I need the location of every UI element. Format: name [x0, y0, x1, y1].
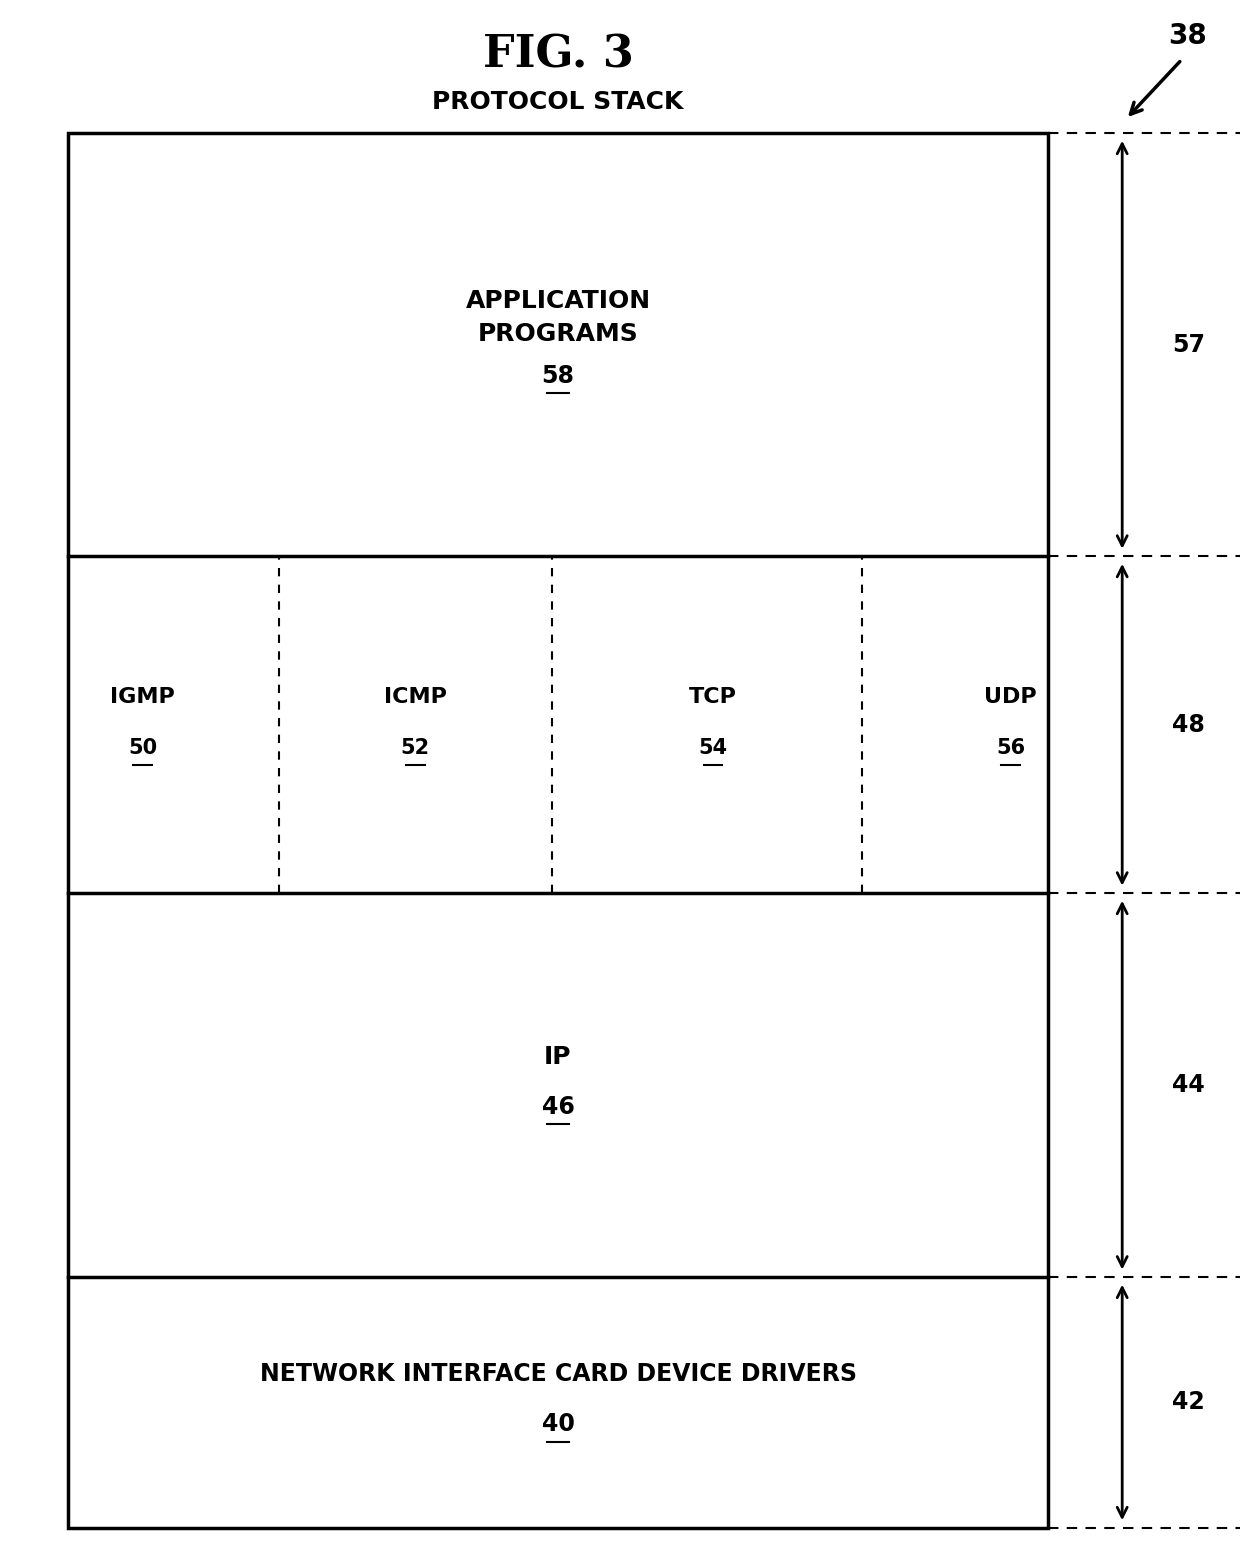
Text: TCP: TCP [689, 686, 737, 707]
Text: 58: 58 [542, 364, 574, 389]
Text: PROTOCOL STACK: PROTOCOL STACK [433, 89, 683, 114]
Text: 57: 57 [1172, 332, 1205, 357]
Text: IGMP: IGMP [110, 686, 175, 707]
Text: IP: IP [544, 1045, 572, 1069]
Text: 56: 56 [996, 738, 1025, 758]
Text: 52: 52 [401, 738, 430, 758]
Text: ICMP: ICMP [384, 686, 446, 707]
Text: 44: 44 [1172, 1073, 1204, 1097]
Text: PROGRAMS: PROGRAMS [477, 321, 639, 346]
Text: APPLICATION: APPLICATION [465, 288, 651, 313]
Text: 48: 48 [1172, 713, 1205, 736]
Bar [68, 133, 1048, 1528]
Text: 38: 38 [1168, 22, 1208, 50]
Text: 42: 42 [1172, 1390, 1204, 1415]
Text: UDP: UDP [985, 686, 1037, 707]
Text: 46: 46 [542, 1095, 574, 1119]
Text: 50: 50 [128, 738, 157, 758]
Text: 54: 54 [698, 738, 728, 758]
Text: NETWORK INTERFACE CARD DEVICE DRIVERS: NETWORK INTERFACE CARD DEVICE DRIVERS [259, 1362, 857, 1387]
Text: FIG. 3: FIG. 3 [482, 33, 634, 77]
Text: 40: 40 [542, 1412, 574, 1437]
